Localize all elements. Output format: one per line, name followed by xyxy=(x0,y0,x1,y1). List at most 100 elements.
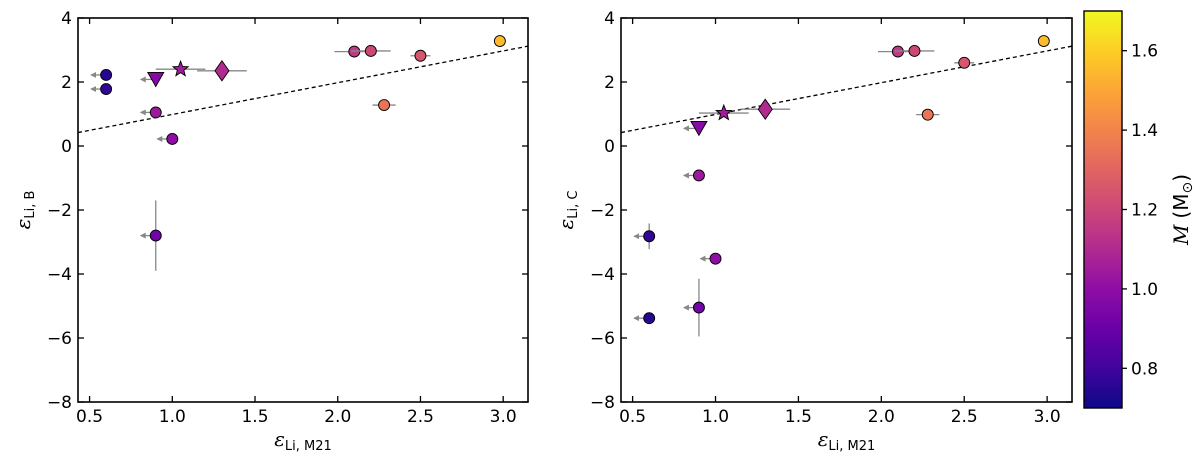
colorbar-label-unit-sub: ⊙ xyxy=(1180,182,1196,194)
x-tick-label: 2.5 xyxy=(951,407,978,427)
x-axis-label-symbol: ε xyxy=(818,427,829,451)
data-point-2 xyxy=(698,103,749,121)
circle-marker xyxy=(364,45,377,57)
x-tick-label: 2.0 xyxy=(324,407,351,427)
star-marker xyxy=(714,103,733,121)
circle-marker xyxy=(692,169,705,182)
y-tick-label: −4 xyxy=(590,265,615,285)
mass-colorbar: 0.8 1.0 1.2 1.4 1.6 M (M⊙) xyxy=(1083,10,1196,409)
diamond-marker xyxy=(214,60,230,82)
y-axis-label-subscript: Li, B xyxy=(23,191,38,219)
colorbar-tick-label: 1.4 xyxy=(1131,121,1158,141)
colorbar-tick-label: 0.8 xyxy=(1131,359,1158,379)
y-tick-label: 2 xyxy=(61,73,72,93)
circle-marker xyxy=(709,252,722,265)
data-point-10 xyxy=(350,45,391,57)
axes-frame xyxy=(77,17,529,403)
colorbar-label: M (M⊙) xyxy=(1169,174,1196,246)
data-point-2 xyxy=(90,83,113,95)
y-axis-label-symbol: ε xyxy=(554,219,578,230)
colorbar-label-unit-close: ) xyxy=(1169,174,1193,182)
diamond-marker xyxy=(757,98,773,120)
reference-dashed-line xyxy=(620,45,1073,134)
data-point-3 xyxy=(740,98,791,120)
colorbar-tick-label: 1.6 xyxy=(1131,42,1158,62)
circle-marker xyxy=(378,99,391,111)
y-tick-label: −6 xyxy=(47,329,72,349)
x-axis-label: εLi, M21 xyxy=(274,427,332,454)
data-point-4 xyxy=(682,169,705,182)
axes-frame xyxy=(620,17,1073,403)
data-point-12 xyxy=(372,99,396,111)
y-tick-label: −8 xyxy=(590,393,615,413)
x-tick-label: 0.5 xyxy=(619,407,646,427)
y-tick-label: −2 xyxy=(590,201,615,221)
data-point-10 xyxy=(894,45,935,57)
colorbar-tick-label: 1.2 xyxy=(1131,201,1158,221)
x-axis-label-symbol: ε xyxy=(274,427,285,451)
circle-marker xyxy=(100,83,113,95)
x-tick-label: 3.0 xyxy=(1034,407,1061,427)
data-point-13 xyxy=(493,35,506,47)
data-point-6 xyxy=(699,252,722,265)
triangle-marker xyxy=(690,120,708,137)
data-point-7 xyxy=(682,278,705,337)
colorbar-gradient-fill xyxy=(1084,11,1122,408)
circle-marker xyxy=(692,301,705,314)
circle-marker xyxy=(166,133,179,145)
x-axis-label-subscript: Li, M21 xyxy=(828,439,875,454)
circle-marker xyxy=(908,45,921,57)
data-point-3 xyxy=(139,71,165,88)
x-tick-label: 1.0 xyxy=(159,407,186,427)
colorbar-label-symbol: M xyxy=(1169,224,1193,246)
data-point-1 xyxy=(682,120,708,137)
triangle-marker xyxy=(146,71,165,88)
data-point-5 xyxy=(633,223,656,250)
y-tick-label: −2 xyxy=(47,201,72,221)
data-point-4 xyxy=(155,59,206,77)
data-point-5 xyxy=(197,60,247,82)
data-point-11 xyxy=(954,56,975,69)
x-axis-label: εLi, M21 xyxy=(818,427,876,454)
y-tick-label: −6 xyxy=(590,329,615,349)
data-point-6 xyxy=(139,106,162,119)
circle-marker xyxy=(921,108,934,121)
circle-marker xyxy=(493,35,506,47)
y-axis-label: εLi, C xyxy=(554,191,581,230)
circle-marker xyxy=(149,106,162,119)
circle-marker xyxy=(100,69,113,81)
data-point-11 xyxy=(410,49,431,62)
y-tick-label: −8 xyxy=(47,393,72,413)
x-tick-label: 3.0 xyxy=(490,407,517,427)
circle-marker xyxy=(149,229,162,242)
data-point-12 xyxy=(916,108,940,121)
circle-marker xyxy=(643,230,656,243)
colorbar-tick-label: 1.0 xyxy=(1131,280,1158,300)
x-tick-label: 2.0 xyxy=(868,407,895,427)
y-tick-label: 4 xyxy=(604,9,615,29)
y-tick-label: 0 xyxy=(604,137,615,157)
circle-marker xyxy=(1037,35,1050,47)
y-tick-label: −4 xyxy=(47,265,72,285)
y-tick-label: 0 xyxy=(61,137,72,157)
x-axis-label-subscript: Li, M21 xyxy=(285,439,332,454)
x-tick-label: 1.0 xyxy=(702,407,729,427)
y-axis-label: εLi, B xyxy=(11,191,38,230)
x-tick-label: 2.5 xyxy=(407,407,434,427)
data-point-8 xyxy=(633,312,656,325)
reference-dashed-line xyxy=(77,45,529,134)
x-tick-label: 1.5 xyxy=(241,407,268,427)
data-point-7 xyxy=(156,133,179,145)
circle-marker xyxy=(414,49,427,62)
colorbar-label-unit: (M xyxy=(1169,194,1193,219)
circle-marker xyxy=(643,312,656,325)
y-axis-label-symbol: ε xyxy=(11,219,35,230)
x-tick-label: 1.5 xyxy=(785,407,812,427)
y-tick-label: 4 xyxy=(61,9,72,29)
data-point-8 xyxy=(139,200,162,271)
star-marker xyxy=(171,59,190,77)
y-axis-label-subscript: Li, C xyxy=(566,191,581,219)
